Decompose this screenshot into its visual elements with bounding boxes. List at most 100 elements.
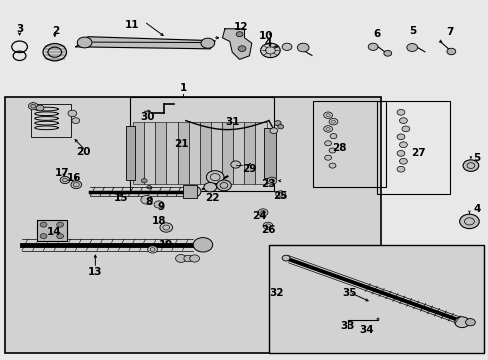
Text: 26: 26 [260,225,275,235]
Text: 14: 14 [46,227,61,237]
Text: 6: 6 [372,29,379,39]
Circle shape [399,158,407,164]
Circle shape [275,191,285,198]
Circle shape [185,186,201,197]
Text: 1: 1 [180,83,186,93]
Bar [255,122,266,184]
Circle shape [236,32,243,37]
Circle shape [77,37,92,48]
Circle shape [383,50,391,56]
Circle shape [328,118,337,125]
Bar [37,220,67,241]
Circle shape [40,222,47,227]
Circle shape [269,128,277,134]
Circle shape [465,319,474,326]
Circle shape [43,44,66,61]
Text: 24: 24 [251,211,266,221]
Text: 23: 23 [260,179,275,189]
Circle shape [193,238,212,252]
Circle shape [57,222,63,227]
Text: 7: 7 [445,27,453,37]
Circle shape [154,201,163,208]
Text: 27: 27 [410,148,425,158]
Circle shape [396,166,404,172]
Circle shape [230,161,240,168]
Text: 15: 15 [114,193,128,203]
Text: 12: 12 [233,22,247,32]
Circle shape [36,105,44,111]
Circle shape [277,125,283,129]
Circle shape [396,134,404,140]
Bar [376,101,449,194]
Bar [183,185,197,198]
Circle shape [146,185,151,189]
Text: 3: 3 [16,24,23,34]
Circle shape [399,118,407,123]
Circle shape [189,255,199,262]
Circle shape [258,209,267,216]
Bar [222,122,233,184]
Circle shape [328,163,335,168]
Text: 13: 13 [88,267,102,277]
Bar [312,101,386,187]
Circle shape [260,43,280,58]
Bar [144,122,155,184]
Circle shape [406,44,417,51]
Text: 16: 16 [67,173,81,183]
Bar [125,126,135,180]
Circle shape [324,141,331,146]
Circle shape [396,150,404,156]
Text: 4: 4 [472,204,480,214]
Bar [5,97,381,353]
Bar [233,122,244,184]
Circle shape [367,43,377,50]
Circle shape [401,126,409,132]
Circle shape [175,255,186,262]
Text: 30: 30 [140,112,155,122]
Text: 29: 29 [242,164,256,174]
Text: 8: 8 [145,197,152,207]
Circle shape [266,177,276,184]
Bar [268,245,483,353]
Circle shape [160,223,172,232]
Bar [200,122,210,184]
Circle shape [68,110,77,117]
Circle shape [40,234,47,239]
Circle shape [459,214,478,229]
Circle shape [71,181,81,189]
Circle shape [462,160,478,171]
Circle shape [60,176,70,184]
Bar [133,122,144,184]
Circle shape [446,48,455,55]
Circle shape [147,246,157,253]
Circle shape [216,180,231,191]
Circle shape [396,109,404,115]
Bar [188,122,200,184]
Circle shape [141,179,147,183]
Circle shape [323,112,332,118]
Circle shape [263,222,272,229]
Text: 10: 10 [259,31,273,41]
Circle shape [399,142,407,148]
Circle shape [238,46,245,51]
Text: 33: 33 [339,321,354,331]
Circle shape [28,103,38,110]
Bar [244,122,255,184]
Circle shape [274,121,281,126]
Text: 19: 19 [159,240,173,250]
Text: 21: 21 [173,139,188,149]
Bar [129,97,273,191]
Text: 28: 28 [332,143,346,153]
Text: 32: 32 [269,288,284,298]
Circle shape [282,255,289,261]
Text: 34: 34 [359,325,373,336]
Circle shape [201,38,214,48]
Text: 31: 31 [225,117,240,127]
Text: 11: 11 [124,20,139,30]
Text: 25: 25 [272,191,287,201]
Circle shape [203,183,216,192]
Text: 2: 2 [53,26,60,36]
Circle shape [323,126,332,132]
Circle shape [282,43,291,50]
Circle shape [324,155,331,160]
